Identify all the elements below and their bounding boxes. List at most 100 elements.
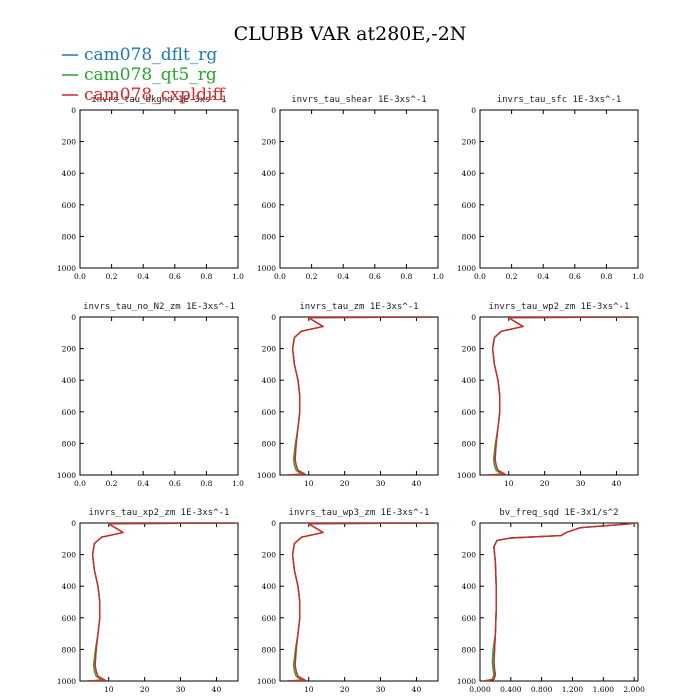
- panel-title: invrs_tau_xp2_zm 1E-3xs^-1: [89, 508, 230, 518]
- y-tick-label: 600: [462, 201, 477, 210]
- x-tick-label: 0.400: [500, 685, 522, 694]
- series-line-1: [287, 317, 435, 475]
- series-line-3: [287, 523, 435, 681]
- x-tick-label: 30: [576, 479, 586, 488]
- series-line-2: [287, 317, 435, 475]
- series-line-1: [487, 317, 635, 475]
- x-tick-label: 40: [412, 479, 422, 488]
- y-tick-label: 400: [262, 582, 277, 591]
- panel-3: invrs_tau_sfc 1E-3xs^-1 0 200 400 600 800 1000…: [457, 95, 644, 281]
- plot-frame: [79, 316, 239, 476]
- plot-frame: [279, 316, 439, 476]
- legend-label: cam078_dflt_rg: [84, 45, 217, 65]
- series-line-1: [287, 523, 435, 681]
- series-line-1: [483, 523, 635, 681]
- panel-title: invrs_tau_no_N2_zm 1E-3xs^-1: [83, 302, 235, 312]
- panel-9: bv_freq_sqd 1E-3x1/s^2020040060080010000…: [457, 508, 645, 694]
- series-line-2: [487, 317, 635, 475]
- panel-2: invrs_tau_shear 1E-3xs^-1 0 200 400 600 800 10…: [257, 95, 444, 281]
- x-tick-label: 30: [376, 685, 386, 694]
- y-tick-label: 0: [271, 313, 276, 322]
- y-tick-label: 400: [462, 376, 477, 385]
- x-tick-label: 1.0: [232, 479, 244, 488]
- panel-title: invrs_tau_zm 1E-3xs^-1: [299, 302, 418, 312]
- y-tick-label: 400: [462, 169, 477, 178]
- x-tick-label: 10: [304, 479, 314, 488]
- x-tick-label: 20: [340, 685, 350, 694]
- figure-title: CLUBB VAR at280E,-2N: [234, 23, 467, 45]
- panel-8: invrs_tau_wp3_zm 1E-3xs^-1 0 200 400 600 800 1…: [257, 508, 439, 694]
- plot-frame: [479, 522, 639, 682]
- series-line-3: [483, 523, 635, 681]
- y-tick-label: 800: [262, 232, 277, 241]
- x-tick-label: 0.0: [474, 272, 486, 281]
- series-group: [287, 523, 435, 681]
- x-tick-label: 0.4: [137, 272, 149, 281]
- y-tick-label: 1000: [257, 471, 276, 480]
- series-line-2: [87, 523, 235, 681]
- x-tick-label: 20: [140, 685, 150, 694]
- y-tick-label: 0: [271, 519, 276, 528]
- panel-1: invrs_tau_bkgnd 1E-3xs^-1 0 200 400 600 800 10…: [57, 95, 244, 281]
- legend-label: cam078_qt5_rg: [84, 65, 217, 85]
- x-tick-label: 40: [212, 685, 222, 694]
- plot-frame: [279, 522, 439, 682]
- x-tick-label: 0.0: [74, 479, 86, 488]
- y-tick-label: 1000: [57, 471, 76, 480]
- x-tick-label: 0.000: [469, 685, 491, 694]
- y-tick-label: 200: [62, 345, 77, 354]
- series-line-1: [87, 523, 235, 681]
- x-tick-label: 40: [412, 685, 422, 694]
- legend-label: cam078_cxpldiff: [84, 85, 226, 105]
- x-tick-label: 0.4: [537, 272, 549, 281]
- panel-title: invrs_tau_sfc 1E-3xs^-1: [497, 95, 622, 105]
- series-group: [287, 317, 435, 475]
- x-tick-label: 30: [376, 479, 386, 488]
- y-tick-label: 0: [471, 519, 476, 528]
- y-tick-label: 1000: [457, 677, 476, 686]
- y-tick-label: 0: [71, 106, 76, 115]
- y-tick-label: 600: [262, 614, 277, 623]
- y-tick-label: 800: [462, 439, 477, 448]
- y-tick-label: 600: [62, 408, 77, 417]
- x-tick-label: 0.4: [337, 272, 349, 281]
- panel-5: invrs_tau_zm 1E-3xs^-1 0 200 400 600 800 1000 1…: [257, 302, 439, 488]
- series-group: [483, 523, 635, 681]
- x-tick-label: 40: [612, 479, 622, 488]
- y-tick-label: 800: [262, 645, 277, 654]
- panel-title: invrs_tau_wp3_zm 1E-3xs^-1: [289, 508, 430, 518]
- panel-title: invrs_tau_wp2_zm 1E-3xs^-1: [489, 302, 630, 312]
- series-line-2: [287, 523, 435, 681]
- x-tick-label: 2.000: [623, 685, 645, 694]
- y-tick-label: 400: [262, 169, 277, 178]
- y-tick-label: 200: [462, 138, 477, 147]
- y-tick-label: 1000: [57, 264, 76, 273]
- x-tick-label: 0.8: [600, 272, 612, 281]
- x-tick-label: 0.8: [400, 272, 412, 281]
- y-tick-label: 1000: [457, 264, 476, 273]
- y-tick-label: 0: [71, 519, 76, 528]
- plot-frame: [79, 522, 239, 682]
- series-group: [487, 317, 635, 475]
- y-tick-label: 400: [262, 376, 277, 385]
- series-line-3: [487, 317, 635, 475]
- y-tick-label: 600: [462, 408, 477, 417]
- y-tick-label: 600: [62, 201, 77, 210]
- x-tick-label: 0.800: [531, 685, 553, 694]
- panel-title: bv_freq_sqd 1E-3x1/s^2: [499, 508, 618, 518]
- series-line-3: [87, 523, 235, 681]
- y-tick-label: 800: [62, 439, 77, 448]
- x-tick-label: 0.8: [200, 272, 212, 281]
- x-tick-label: 1.600: [593, 685, 615, 694]
- panel-title: invrs_tau_bkgnd 1E-3xs^-1: [91, 95, 226, 105]
- series-group: [87, 523, 235, 681]
- y-tick-label: 1000: [57, 677, 76, 686]
- panel-4: invrs_tau_no_N2_zm 1E-3xs^-1 0 200 400 600 80…: [57, 302, 244, 488]
- y-tick-label: 0: [71, 313, 76, 322]
- x-tick-label: 1.200: [562, 685, 584, 694]
- x-tick-label: 0.6: [369, 272, 381, 281]
- x-tick-label: 1.0: [432, 272, 444, 281]
- y-tick-label: 400: [62, 376, 77, 385]
- y-tick-label: 1000: [257, 677, 276, 686]
